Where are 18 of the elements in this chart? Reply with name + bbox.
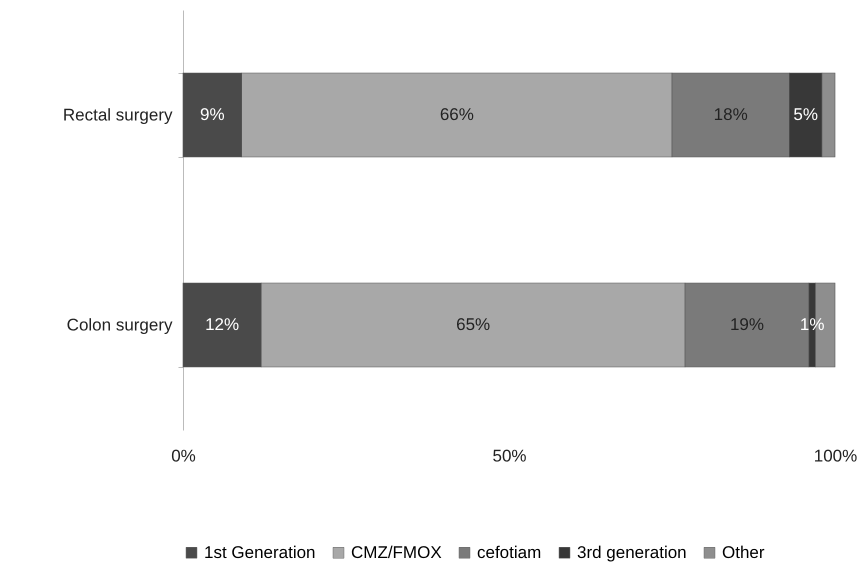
legend-label: CMZ/FMOX <box>351 542 442 562</box>
data-label: 18% <box>714 105 748 124</box>
x-tick-label: 0% <box>171 446 196 466</box>
data-label: 9% <box>200 105 225 124</box>
legend-label: 1st Generation <box>204 542 316 562</box>
x-tick-label: 50% <box>492 446 527 466</box>
data-label: 19% <box>730 315 764 334</box>
data-label: 1% <box>800 315 824 334</box>
data-label: 65% <box>456 315 490 334</box>
x-tick-label: 100% <box>814 446 858 466</box>
legend-label: 3rd generation <box>577 542 687 562</box>
y-tick-label: Rectal surgery <box>62 106 173 124</box>
data-label: 5% <box>793 105 818 124</box>
data-label: 12% <box>205 315 240 334</box>
data-label: 66% <box>440 105 474 124</box>
legend-label: cefotiam <box>477 542 542 562</box>
legend-label: Other <box>722 542 765 562</box>
y-tick-label: Colon surgery <box>66 316 173 334</box>
